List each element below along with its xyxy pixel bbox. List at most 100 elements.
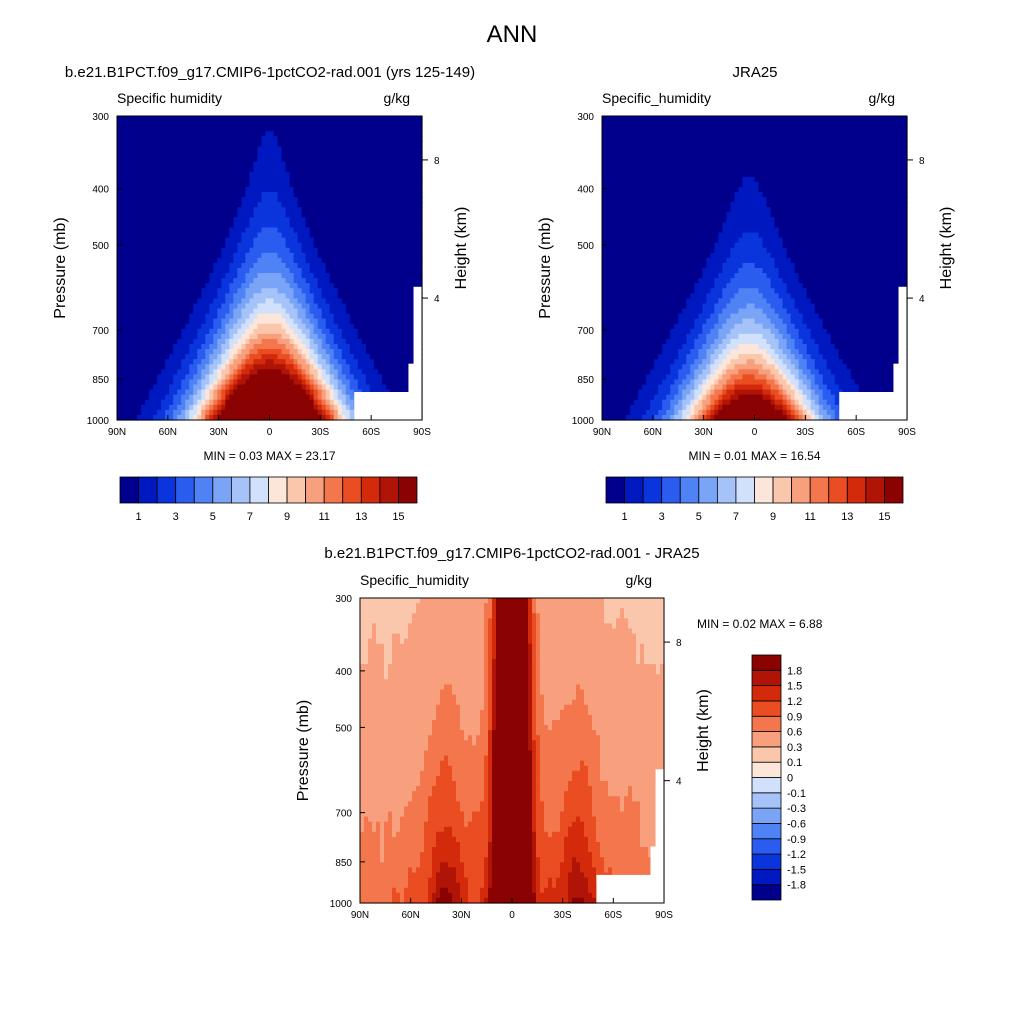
contour-cell [141, 166, 146, 173]
contour-cell [397, 273, 403, 279]
contour-cell [257, 293, 263, 299]
contour-cell [305, 273, 311, 279]
contour-cell [169, 227, 174, 234]
contour-cell [866, 126, 872, 132]
contour-cell [197, 232, 202, 239]
contour-cell [269, 303, 275, 310]
contour-cell [117, 298, 122, 305]
contour-cell [161, 161, 166, 168]
contour-cell [714, 116, 719, 122]
contour-cell [125, 242, 130, 249]
contour-cell [253, 313, 259, 320]
contour-cell [153, 384, 158, 391]
contour-cell [269, 116, 275, 122]
contour-cell [357, 247, 363, 254]
contour-cell [261, 379, 267, 386]
contour-cell [265, 323, 271, 330]
contour-cell [782, 116, 788, 122]
contour-cell [185, 161, 190, 168]
contour-cell [205, 257, 210, 264]
contour-cell [233, 354, 238, 360]
contour-cell [357, 293, 363, 299]
contour-cell [145, 116, 150, 122]
contour-cell [237, 141, 242, 147]
contour-cell [225, 207, 230, 213]
contour-cell [289, 394, 295, 401]
contour-cell [413, 262, 419, 269]
height-tick-label: 8 [434, 156, 440, 167]
contour-cell [401, 268, 407, 274]
contour-cell [325, 293, 331, 299]
contour-cell [121, 389, 126, 396]
contour-cell [117, 318, 122, 325]
contour-cell [129, 161, 134, 168]
contour-cell [257, 126, 263, 132]
contour-cell [606, 136, 611, 142]
contour-cell [401, 262, 407, 269]
contour-cell [329, 166, 335, 173]
contour-cell [309, 126, 315, 132]
contour-cell [381, 161, 387, 168]
contour-cell [217, 323, 222, 330]
contour-cell [377, 207, 383, 213]
contour-cell [261, 161, 267, 168]
contour-cell [405, 323, 411, 330]
contour-cell [321, 161, 327, 168]
contour-cell [261, 384, 267, 391]
contour-cell [157, 116, 162, 122]
contour-cell [257, 399, 263, 406]
contour-cell [842, 136, 848, 142]
contour-cell [129, 121, 134, 127]
contour-cell [281, 242, 287, 249]
contour-cell [393, 379, 399, 386]
contour-cell [241, 278, 247, 284]
contour-cell [838, 121, 844, 127]
contour-cell [293, 369, 299, 375]
colorbar-label: 9 [284, 511, 290, 523]
contour-cell [153, 414, 158, 421]
contour-cell [682, 116, 687, 122]
contour-cell [149, 409, 154, 416]
contour-cell [117, 344, 122, 350]
contour-cell [277, 389, 283, 396]
contour-cell [393, 252, 399, 259]
contour-cell [197, 181, 202, 188]
contour-cell [397, 197, 403, 203]
contour-cell [229, 151, 234, 158]
contour-cell [117, 237, 122, 244]
contour-cell [353, 217, 359, 223]
contour-cell [305, 379, 311, 386]
contour-cell [269, 252, 275, 259]
contour-cell [193, 146, 198, 153]
contour-cell [213, 268, 218, 274]
contour-cell [265, 328, 271, 335]
contour-cell [173, 252, 178, 259]
contour-cell [117, 181, 122, 188]
contour-cell [365, 202, 371, 208]
contour-cell [161, 176, 166, 183]
contour-cell [329, 354, 335, 360]
contour-cell [333, 379, 339, 386]
contour-cell [369, 212, 375, 218]
contour-cell [189, 374, 194, 381]
contour-cell [273, 328, 279, 335]
x-tick-label: 30N [209, 427, 227, 438]
contour-cell [173, 237, 178, 244]
contour-cell [169, 399, 174, 406]
contour-cell [277, 328, 283, 335]
contour-cell [646, 116, 651, 122]
contour-cell [137, 227, 142, 234]
contour-cell [345, 121, 351, 127]
contour-cell [229, 136, 234, 142]
contour-cell [161, 293, 166, 299]
contour-cell [133, 379, 138, 386]
contour-cell [405, 313, 411, 320]
contour-cell [125, 313, 130, 320]
contour-cell [385, 197, 391, 203]
contour-cell [714, 136, 719, 142]
contour-cell [273, 242, 279, 249]
contour-cell [173, 202, 178, 208]
contour-cell [333, 384, 339, 391]
contour-cell [678, 121, 683, 127]
contour-cell [249, 333, 255, 340]
